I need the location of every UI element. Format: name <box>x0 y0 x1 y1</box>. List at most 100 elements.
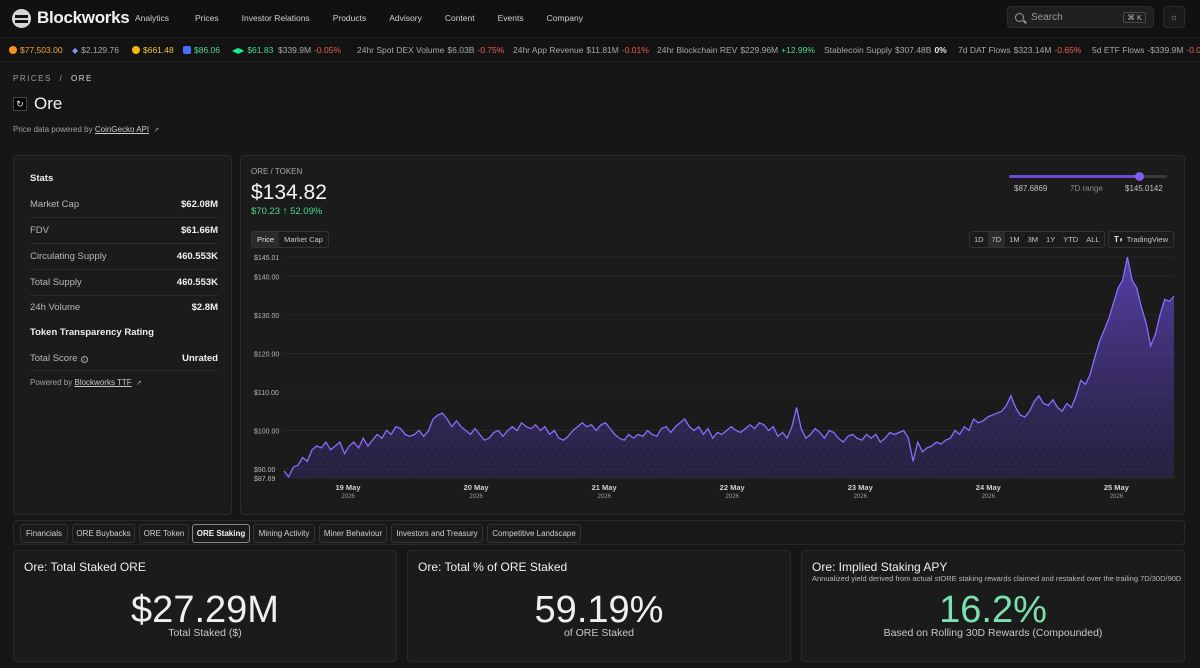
nav-item-advisory[interactable]: Advisory <box>389 13 422 23</box>
eth-icon: ◆ <box>72 45 79 55</box>
price-line <box>283 256 1175 479</box>
stat-label: Circulating Supply <box>30 251 107 262</box>
ticker-value: $307.48B <box>895 45 932 55</box>
ticker-label: 24hr App Revenue <box>513 45 584 55</box>
nav-item-company[interactable]: Company <box>546 13 583 23</box>
current-price: $134.82 <box>251 181 327 204</box>
ticker-item[interactable]: $339.9M -0.05% <box>278 45 341 55</box>
breadcrumb-current: ORE <box>71 74 93 83</box>
tf-1m[interactable]: 1M <box>1009 235 1020 244</box>
brand-logo[interactable]: Blockworks <box>12 8 130 28</box>
y-tick-label: $90.00 <box>254 467 276 474</box>
x-tick-label: 20 May <box>464 483 490 492</box>
x-tick-year: 2026 <box>726 494 740 500</box>
ticker-change: -0.75% <box>477 45 505 55</box>
ticker-item[interactable]: ◀▶ $61.83 <box>232 45 273 55</box>
x-tick-label: 23 May <box>848 483 874 492</box>
tf-ytd[interactable]: YTD <box>1063 235 1079 244</box>
toggle-price[interactable]: Price <box>252 232 280 247</box>
ticker-change: -0.65% <box>1054 45 1082 55</box>
stats-heading: Stats <box>30 173 54 184</box>
tab-ore-token[interactable]: ORE Token <box>139 524 189 543</box>
search-icon <box>1015 12 1024 22</box>
ticker-item[interactable]: 24hr Blockchain REV $229.96M +12.99% <box>657 45 815 55</box>
card-title: Ore: Implied Staking APY <box>812 560 948 574</box>
page-header: ↻ Ore <box>13 94 62 114</box>
x-tick-year: 2026 <box>597 494 611 500</box>
price-chart-panel: ORE / TOKEN $134.82 $70.23 ↑ 52.09% $87.… <box>240 155 1185 515</box>
section-tabs: Financials ORE Buybacks ORE Token ORE St… <box>13 520 1185 545</box>
coingecko-link[interactable]: CoinGecko API <box>94 125 150 134</box>
info-icon[interactable]: i <box>80 356 88 363</box>
nav-item-products[interactable]: Products <box>332 13 367 23</box>
x-tick-label: 22 May <box>720 483 746 492</box>
search-shortcut: ⌘ K <box>1123 11 1146 23</box>
tf-1d[interactable]: 1D <box>974 235 984 244</box>
y-tick-label: $100.00 <box>254 429 279 436</box>
ttf-prefix: Powered by <box>30 378 73 387</box>
y-tick-label: $87.69 <box>254 476 276 483</box>
theme-toggle-button[interactable]: ☼ <box>1163 6 1185 28</box>
tab-ore-staking[interactable]: ORE Staking <box>192 524 250 543</box>
tab-competitive-landscape[interactable]: Competitive Landscape <box>487 524 581 543</box>
card-caption: of ORE Staked <box>563 627 635 639</box>
stat-value: $62.08M <box>181 199 218 210</box>
ticker-change: -0.05% <box>1186 45 1200 55</box>
price-change-pct: ↑ 52.09% <box>282 206 323 217</box>
toggle-market-cap[interactable]: Market Cap <box>284 235 323 244</box>
ticker-item[interactable]: 24hr App Revenue $11.81M -0.01% <box>513 45 649 55</box>
search-input[interactable]: Search ⌘ K <box>1007 6 1154 28</box>
card-value: 16.2% <box>939 589 1047 631</box>
x-tick-year: 2026 <box>854 494 868 500</box>
ticker-item[interactable]: 7d DAT Flows $323.14M -0.65% <box>958 45 1081 55</box>
nav-menu: Analytics Prices Investor Relations Prod… <box>135 13 583 23</box>
ticker-change: -0.01% <box>621 45 649 55</box>
percent-staked-card: Ore: Total % of ORE Staked 59.19% of ORE… <box>407 550 791 662</box>
nav-item-analytics[interactable]: Analytics <box>135 13 170 23</box>
total-staked-card: Ore: Total Staked ORE $27.29M Total Stak… <box>13 550 397 662</box>
range-knob <box>1134 172 1144 181</box>
nav-item-investor-relations[interactable]: Investor Relations <box>241 13 310 23</box>
sol-icon: ◀▶ <box>232 45 245 55</box>
y-tick-label: $120.00 <box>254 351 279 358</box>
x-tick-label: 21 May <box>592 483 618 492</box>
nav-item-prices[interactable]: Prices <box>195 13 219 23</box>
x-tick-label: 25 May <box>1104 483 1130 492</box>
ticker-item[interactable]: 5d ETF Flows -$339.9M -0.05% <box>1092 45 1200 55</box>
ticker-item[interactable]: $86.06 <box>183 45 220 55</box>
ticker-item[interactable]: ◆ $2,129.76 <box>72 45 119 55</box>
stat-row: FDV $61.66M <box>30 225 218 236</box>
stats-panel: Stats Market Cap $62.08M FDV $61.66M Cir… <box>13 155 232 515</box>
timeframe-selector: 1D 7D 1M 3M 1Y YTD ALL <box>969 231 1105 248</box>
ticker-item[interactable]: 24hr Spot DEX Volume $6.03B -0.75% <box>357 45 504 55</box>
nav-item-content[interactable]: Content <box>444 13 475 23</box>
nav-item-events[interactable]: Events <box>497 13 524 23</box>
price-change: $70.23 ↑ 52.09% <box>251 206 322 217</box>
metric-toggle: Price Market Cap <box>251 231 329 248</box>
stat-value: $2.8M <box>191 302 218 313</box>
stat-row: Circulating Supply 460.553K <box>30 251 218 262</box>
tradingview-link[interactable]: T◗ TradingView <box>1108 231 1174 248</box>
tf-3m[interactable]: 3M <box>1027 235 1039 244</box>
ticker-label: 24hr Spot DEX Volume <box>357 45 445 55</box>
tf-1y[interactable]: 1Y <box>1046 235 1056 244</box>
blockworks-ttf-link[interactable]: Blockworks TTF <box>74 378 132 387</box>
ticker-item[interactable]: $77,503.00 <box>9 45 63 55</box>
tab-mining-activity[interactable]: Mining Activity <box>253 524 315 543</box>
tab-investors-treasury[interactable]: Investors and Treasury <box>391 524 483 543</box>
stat-row: Total Score i Unrated <box>30 353 218 364</box>
breadcrumb-prices[interactable]: PRICES <box>13 74 52 83</box>
tf-all[interactable]: ALL <box>1086 235 1100 244</box>
ticker-item[interactable]: $661.48 <box>132 45 174 55</box>
tab-ore-buybacks[interactable]: ORE Buybacks <box>72 524 135 543</box>
stat-label: Total Supply <box>30 277 82 288</box>
stat-value: 460.553K <box>176 277 218 288</box>
tab-financials[interactable]: Financials <box>20 524 68 543</box>
tf-7d[interactable]: 7D <box>987 232 1006 247</box>
ticker-item[interactable]: Stablecoin Supply $307.48B 0% <box>824 45 947 55</box>
ticker-label: 7d DAT Flows <box>958 45 1011 55</box>
tab-miner-behaviour[interactable]: Miner Behaviour <box>319 524 387 543</box>
divider <box>30 243 218 244</box>
price-chart[interactable]: $145.01 $140.00 $130.00 $120.00 $110.00 $100.… <box>241 251 1184 513</box>
ticker-change: 0% <box>934 45 947 55</box>
